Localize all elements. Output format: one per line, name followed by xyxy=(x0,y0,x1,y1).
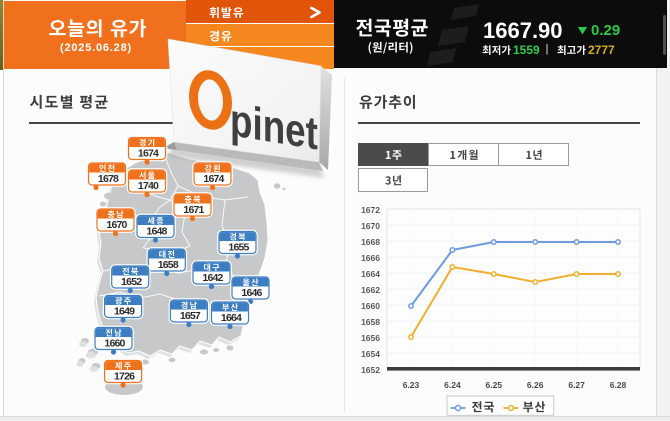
svg-text:1674: 1674 xyxy=(138,148,159,160)
svg-text:1672: 1672 xyxy=(361,205,380,215)
svg-text:1670: 1670 xyxy=(361,221,380,231)
svg-text:1668: 1668 xyxy=(361,237,380,247)
svg-text:1660: 1660 xyxy=(361,301,380,311)
svg-text:1642: 1642 xyxy=(202,272,223,284)
svg-text:1670: 1670 xyxy=(106,219,127,231)
svg-text:1649: 1649 xyxy=(114,306,135,318)
svg-text:1740: 1740 xyxy=(138,180,159,192)
svg-text:6.28: 6.28 xyxy=(610,380,627,390)
svg-text:1664: 1664 xyxy=(361,269,380,279)
svg-text:1666: 1666 xyxy=(361,253,380,263)
svg-text:1726: 1726 xyxy=(114,371,135,383)
svg-text:1655: 1655 xyxy=(228,242,249,254)
svg-text:1654: 1654 xyxy=(361,349,380,359)
svg-text:6.26: 6.26 xyxy=(527,380,544,390)
svg-text:1662: 1662 xyxy=(361,285,380,295)
svg-text:1656: 1656 xyxy=(361,333,380,343)
svg-text:1660: 1660 xyxy=(104,338,125,350)
svg-text:1648: 1648 xyxy=(146,226,167,238)
svg-text:1646: 1646 xyxy=(241,287,262,299)
svg-text:1652: 1652 xyxy=(121,276,142,288)
svg-text:6.23: 6.23 xyxy=(403,380,420,390)
svg-text:1664: 1664 xyxy=(221,312,242,324)
svg-text:1678: 1678 xyxy=(98,173,119,185)
svg-text:1657: 1657 xyxy=(180,310,201,322)
svg-text:6.27: 6.27 xyxy=(568,380,585,390)
svg-text:1658: 1658 xyxy=(361,317,380,327)
svg-text:1658: 1658 xyxy=(158,259,179,271)
svg-text:1652: 1652 xyxy=(361,365,380,375)
svg-text:1674: 1674 xyxy=(203,173,224,185)
svg-text:6.25: 6.25 xyxy=(486,380,503,390)
svg-text:1671: 1671 xyxy=(183,204,204,216)
svg-text:6.24: 6.24 xyxy=(444,380,461,390)
